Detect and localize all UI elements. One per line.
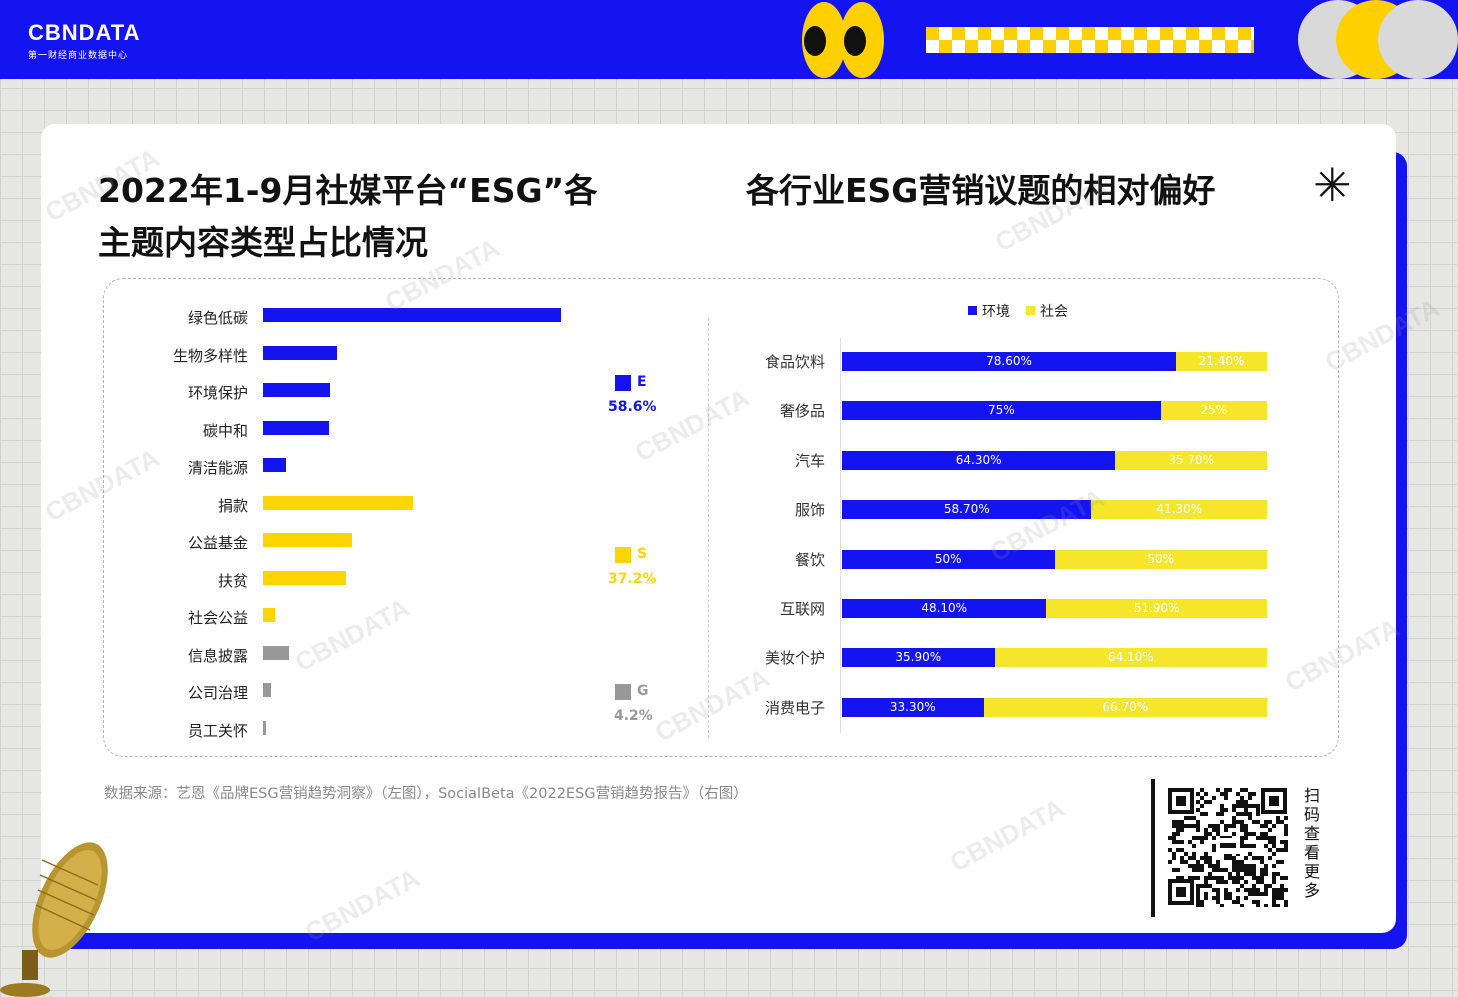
segment-社会: 50% [1054,549,1267,569]
logo-subtitle: 第一财经商业数据中心 [28,51,129,61]
bar-G [263,683,271,697]
legend-swatch-G [615,684,631,700]
bar-G [263,720,266,735]
logo-brand: CBNDATA [28,20,141,45]
industry-label: 奢侈品 [779,402,825,421]
segment-环境: 35.90% [842,648,995,668]
qr-divider [1151,779,1155,917]
bar-E [263,345,337,360]
industry-label: 餐饮 [794,550,825,569]
category-label: 环境保护 [187,384,248,402]
segment-环境: 33.30% [842,697,984,717]
legend-value-G: 4.2% [614,708,653,724]
bar-S [263,570,346,585]
category-label: 信息披露 [187,646,248,665]
segment-环境: 64.30% [842,450,1116,470]
segment-环境: 48.10% [842,599,1047,618]
charts-panel [103,278,1339,757]
industry-label: 互联网 [779,600,825,618]
segment-社会: 21.40% [1176,352,1267,371]
category-label: 社会公益 [187,609,248,627]
legend-label-环境: 环境 [982,304,1010,320]
legend-swatch-环境 [968,306,977,315]
legend-label-社会: 社会 [1040,304,1068,320]
industry-label: 汽车 [794,451,825,470]
bar-E [263,308,561,322]
industry-label: 食品饮料 [764,353,825,371]
left-title-line1: 2022年1-9月社媒平台“ESG”各 [98,171,598,210]
category-label: 公司治理 [187,684,248,702]
segment-社会: 35.70% [1115,450,1267,470]
qr-code-icon[interactable] [1166,786,1289,907]
legend-label-E: E [637,374,647,390]
bar-E [263,383,331,397]
category-label: 公益基金 [187,534,248,552]
right-chart-title: 各行业ESG营销议题的相对偏好 [746,171,1216,210]
y-axis-line [840,338,841,733]
segment-社会: 66.70% [983,697,1267,717]
legend-swatch-S [615,547,631,563]
panel-divider [708,318,709,738]
segment-社会: 64.10% [994,648,1267,668]
category-label: 生物多样性 [172,346,248,365]
category-label: 碳中和 [202,421,248,440]
industry-label: 消费电子 [764,698,825,717]
grey-circle-decoration-2 [1378,0,1458,79]
right-eye-icon [840,2,884,78]
segment-社会: 25% [1160,401,1267,421]
microphone-icon [0,842,108,997]
scan-for-more-label: 扫码查看更多 [1303,786,1320,900]
segment-环境: 78.60% [842,352,1177,371]
bar-S [263,608,275,622]
bar-G [263,645,289,660]
data-source-note: 数据来源：艺恩《品牌ESG营销趋势洞察》（左图），SocialBeta《2022… [104,786,748,802]
segment-环境: 58.70% [842,500,1092,520]
left-eye-icon [802,2,846,78]
legend-value-E: 58.6% [608,399,657,415]
industry-label: 美妆个护 [764,649,825,668]
asterisk-icon: ✳ [1313,158,1352,212]
segment-环境: 75% [842,401,1161,421]
category-label: 扶贫 [217,571,248,590]
legend-swatch-E [615,375,631,391]
legend-swatch-社会 [1026,306,1035,315]
bar-E [263,458,287,472]
segment-环境: 50% [842,549,1055,569]
cbndata-logo: CBNDATA 第一财经商业数据中心 [28,20,141,61]
bar-S [263,495,414,510]
bar-E [263,420,330,435]
legend-value-S: 37.2% [608,571,657,587]
legend-label-S: S [637,546,648,562]
left-title-line2: 主题内容类型占比情况 [98,223,428,262]
category-label: 清洁能源 [187,459,248,477]
bar-S [263,533,353,547]
industry-label: 服饰 [794,501,825,520]
category-label: 绿色低碳 [187,309,248,327]
category-label: 员工关怀 [187,721,248,740]
left-chart-title: 2022年1-9月社媒平台“ESG”各 主题内容类型占比情况 [98,165,597,269]
segment-社会: 51.90% [1046,599,1267,618]
category-label: 捐款 [217,496,248,515]
legend-label-G: G [637,683,649,699]
checker-pattern-decoration [926,27,1254,53]
segment-社会: 41.30% [1091,500,1267,520]
